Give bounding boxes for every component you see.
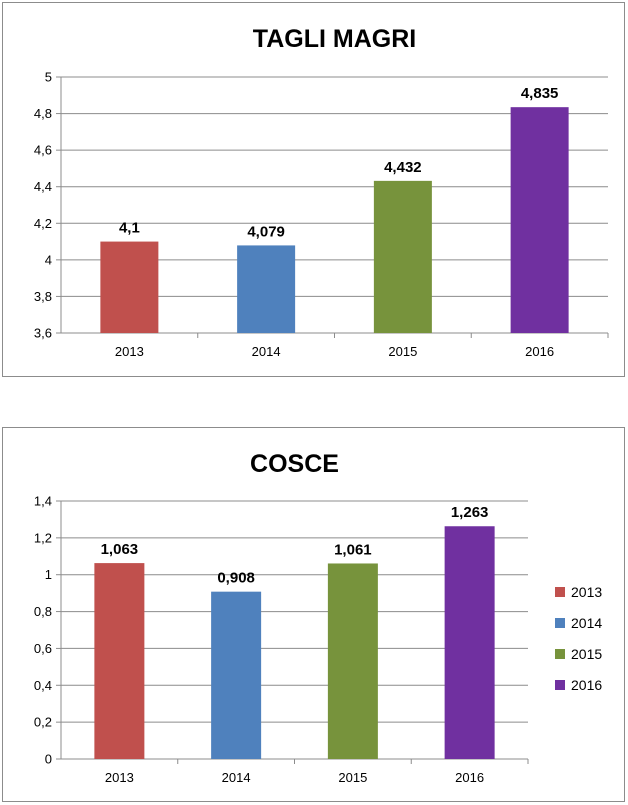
bar-2015: [327, 563, 378, 759]
x-tick-label-2016: 2016: [455, 770, 484, 785]
y-tick-label: 1,4: [34, 494, 52, 509]
legend-label-2016: 2016: [571, 677, 602, 693]
bar-2013: [94, 563, 145, 759]
x-tick-label-2015: 2015: [388, 344, 417, 359]
bar-2016: [510, 107, 569, 334]
x-tick-label-2014: 2014: [222, 770, 251, 785]
y-tick-label: 0,8: [34, 604, 52, 619]
data-label-2015: 4,432: [384, 159, 422, 176]
y-tick-label: 1,2: [34, 530, 52, 545]
bar-2013: [100, 241, 159, 333]
y-tick-label: 0,4: [34, 678, 52, 693]
chart-title: TAGLI MAGRI: [253, 25, 416, 53]
legend-label-2014: 2014: [571, 615, 602, 631]
y-tick-label: 4,8: [34, 106, 52, 121]
x-tick-label-2013: 2013: [105, 770, 134, 785]
x-tick-label-2016: 2016: [525, 344, 554, 359]
data-label-2016: 4,835: [521, 85, 559, 102]
legend-label-2013: 2013: [571, 584, 602, 600]
y-tick-label: 0: [45, 752, 52, 767]
y-tick-label: 4,6: [34, 143, 52, 158]
y-tick-label: 0,6: [34, 641, 52, 656]
x-tick-label-2014: 2014: [252, 344, 281, 359]
data-label-2013: 1,063: [101, 541, 139, 558]
chart-panel-tagli-magri: TAGLI MAGRI 3,6 3,8 4 4,2 4,4 4,6 4,8 5 4,1 2013 4,…: [2, 2, 625, 377]
bar-2014: [237, 245, 296, 333]
bar-2014: [211, 591, 262, 759]
y-tick-label: 4: [45, 252, 52, 267]
legend-label-2015: 2015: [571, 646, 602, 662]
legend-swatch-2016: [555, 680, 565, 690]
legend-swatch-2015: [555, 649, 565, 659]
y-tick-label: 1: [45, 567, 52, 582]
y-tick-label: 4,2: [34, 216, 52, 231]
data-label-2015: 1,061: [334, 541, 372, 558]
bar-2015: [373, 180, 432, 333]
chart-tagli-magri: TAGLI MAGRI 3,6 3,8 4 4,2 4,4 4,6 4,8 5 4,1 2013 4,…: [34, 25, 609, 359]
legend-swatch-2013: [555, 587, 565, 597]
y-tick-label: 3,8: [34, 289, 52, 304]
chart-cosce: COSCE 0 0,2 0,4 0,6 0,8 1 1,2 1,4 1,063 2013 0,908 2…: [34, 450, 602, 785]
y-tick-label: 4,4: [34, 179, 52, 194]
y-tick-label: 3,6: [34, 326, 52, 341]
x-tick-label-2015: 2015: [338, 770, 367, 785]
legend-swatch-2014: [555, 618, 565, 628]
chart-panel-cosce: COSCE 0 0,2 0,4 0,6 0,8 1 1,2 1,4 1,063 2013 0,908 2…: [2, 427, 625, 802]
bar-2016: [444, 526, 495, 759]
y-tick-label: 0,2: [34, 715, 52, 730]
data-label-2016: 1,263: [451, 504, 489, 521]
data-label-2014: 4,079: [247, 223, 285, 240]
data-label-2014: 0,908: [217, 570, 255, 587]
x-tick-label-2013: 2013: [115, 344, 144, 359]
chart-title: COSCE: [250, 450, 339, 478]
data-label-2013: 4,1: [119, 220, 140, 237]
y-tick-label: 5: [45, 70, 52, 85]
